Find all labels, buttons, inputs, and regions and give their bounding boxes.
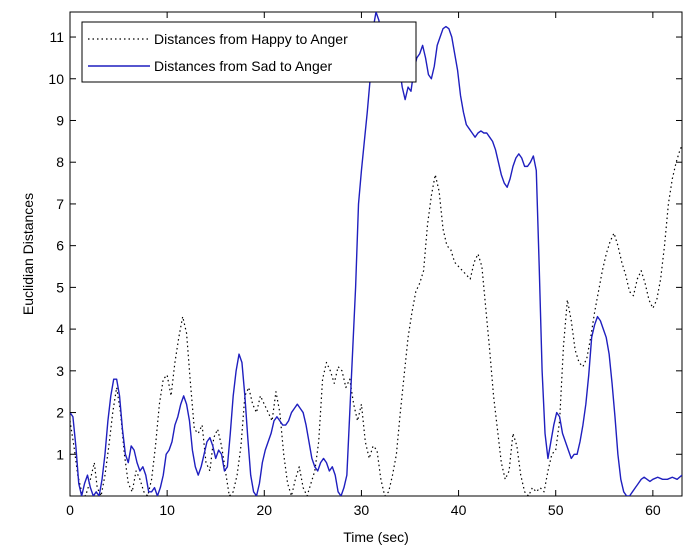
y-tick-label: 9 xyxy=(56,112,64,128)
ticks-layer: 0 10 20 30 40 50 60 1 2 3 4 5 6 7 8 9 10 11 xyxy=(48,12,682,518)
y-tick-label: 3 xyxy=(56,363,64,379)
legend: Distances from Happy to Anger Distances … xyxy=(81,21,417,83)
x-tick-label: 30 xyxy=(354,502,370,518)
legend-box xyxy=(81,21,417,83)
y-tick-label: 5 xyxy=(56,279,64,295)
y-tick-label: 8 xyxy=(56,154,64,170)
x-tick-label: 50 xyxy=(548,502,564,518)
x-axis-label: Time (sec) xyxy=(343,529,409,545)
legend-label-sad: Distances from Sad to Anger xyxy=(154,58,333,74)
x-tick-label: 10 xyxy=(159,502,175,518)
series-line-0 xyxy=(70,145,682,496)
y-tick-label: 2 xyxy=(56,405,64,421)
y-tick-label: 10 xyxy=(48,71,64,87)
x-tick-label: 20 xyxy=(256,502,272,518)
axes-box xyxy=(69,11,683,497)
y-tick-label: 1 xyxy=(56,446,64,462)
plot-area xyxy=(69,11,683,497)
y-tick-label: 6 xyxy=(56,238,64,254)
x-tick-label: 40 xyxy=(451,502,467,518)
y-tick-label: 11 xyxy=(49,29,64,45)
y-tick-label: 7 xyxy=(56,196,64,212)
x-tick-label: 0 xyxy=(66,502,74,518)
y-tick-label: 4 xyxy=(56,321,64,337)
legend-label-happy: Distances from Happy to Anger xyxy=(154,31,348,47)
x-tick-label: 60 xyxy=(645,502,661,518)
y-axis-label: Euclidian Distances xyxy=(20,193,36,315)
